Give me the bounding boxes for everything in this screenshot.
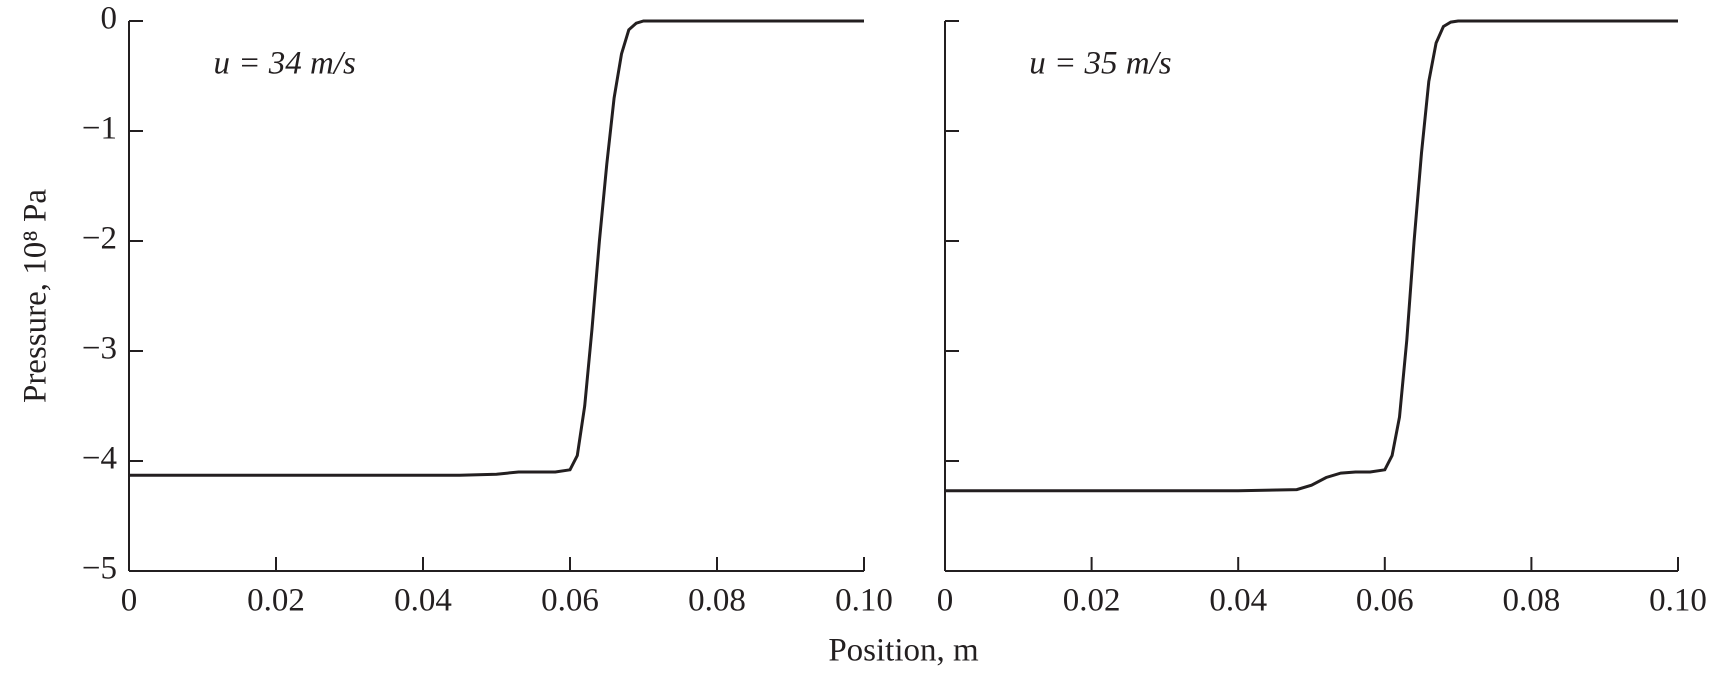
x-tick-label: 0.06: [1356, 583, 1414, 619]
annotation: u = 35 m/s: [1029, 46, 1171, 82]
y-tick-label: 0: [101, 1, 118, 37]
y-axis-label: Pressure, 10⁸ Pa: [18, 189, 54, 403]
x-tick-label: 0.02: [1063, 583, 1121, 619]
x-tick-label: 0: [937, 583, 954, 619]
x-tick-label: 0.06: [541, 583, 599, 619]
y-tick-label: −5: [82, 551, 117, 587]
x-tick-label: 0.10: [1649, 583, 1707, 619]
x-tick-label: 0.10: [835, 583, 893, 619]
x-tick-label: 0.02: [247, 583, 305, 619]
data-line: [129, 19, 864, 477]
x-tick-label: 0.08: [688, 583, 746, 619]
x-tick-label: 0.04: [394, 583, 452, 619]
y-tick-label: −2: [82, 221, 117, 257]
x-tick-label: 0: [121, 583, 138, 619]
x-tick-label: 0.04: [1209, 583, 1267, 619]
data-line: [945, 19, 1678, 493]
y-tick-label: −1: [82, 111, 117, 147]
x-axis-label: Position, m: [828, 633, 979, 669]
x-tick-label: 0.08: [1503, 583, 1561, 619]
annotation: u = 34 m/s: [214, 46, 356, 82]
y-tick-label: −4: [82, 441, 117, 477]
y-tick-label: −3: [82, 331, 117, 367]
